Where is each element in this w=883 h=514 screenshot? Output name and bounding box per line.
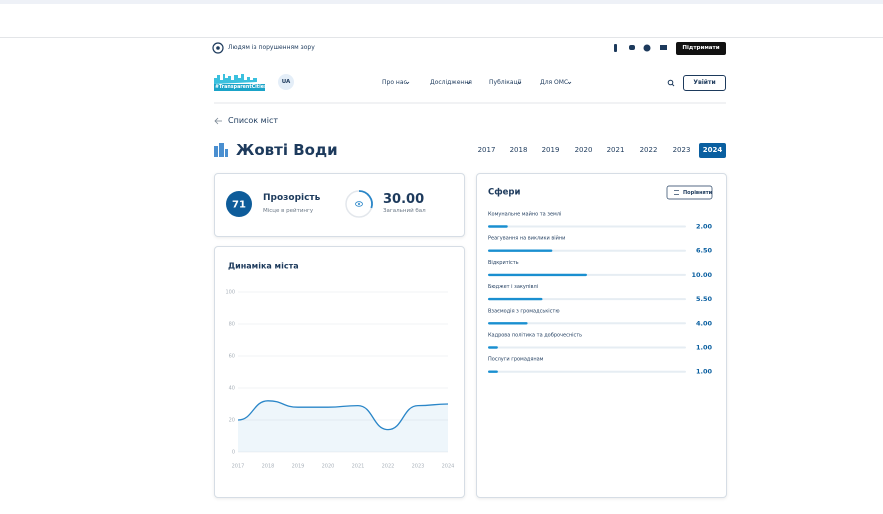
year-tab[interactable]: 2023 — [672, 146, 691, 154]
sphere-label: Кадрова політика та доброчесність — [488, 333, 582, 339]
menu-item[interactable]: Для ОМС — [540, 79, 569, 86]
logo-icon — [214, 74, 265, 91]
accessibility-link[interactable]: Людям із порушенням зору — [228, 44, 315, 51]
sphere-label: Комунальне майно та землі — [488, 211, 561, 218]
value-label: 2.00 — [696, 223, 713, 231]
line — [237, 400, 449, 431]
year-tab[interactable]: 2018 — [509, 146, 528, 154]
bar — [488, 297, 543, 301]
x-tick-label: 2022 — [382, 464, 395, 470]
bar-track — [488, 322, 686, 325]
bar-track — [488, 370, 686, 373]
search-icon[interactable] — [667, 79, 675, 87]
bar — [488, 322, 528, 325]
divider — [0, 37, 883, 38]
score-card — [214, 173, 465, 237]
value-label: 1.00 — [696, 368, 713, 376]
score-ring — [358, 190, 373, 209]
eye-icon — [355, 201, 363, 207]
bar — [488, 370, 498, 373]
menu-item[interactable]: Публікації — [489, 79, 521, 86]
y-tick-label: 80 — [229, 322, 235, 328]
y-tick-label: 60 — [229, 354, 235, 360]
rank-circle — [226, 191, 252, 217]
sphere-label: Взаємодія з громадськістю — [488, 308, 560, 314]
menu-item[interactable]: Про нас — [382, 79, 407, 86]
x-tick-label: 2017 — [232, 464, 245, 470]
bar-track — [488, 225, 686, 228]
score-value: 30.00 — [383, 192, 425, 207]
year-tab[interactable]: 2017 — [477, 146, 496, 154]
sphere-label: Послуги громадянам — [488, 357, 544, 363]
rank-caption: Місце в рейтингу — [263, 208, 314, 214]
eye-icon — [212, 42, 224, 54]
x-tick-label: 2021 — [352, 464, 365, 470]
year-tab[interactable]: 2019 — [541, 146, 560, 154]
back-link[interactable]: Список міст — [228, 116, 278, 125]
score-caption: Загальний бал — [383, 208, 426, 214]
area — [238, 400, 448, 452]
dynamics-card — [214, 246, 465, 498]
x-tick-label: 2023 — [412, 464, 425, 470]
year-tab[interactable]: 2022 — [639, 146, 658, 154]
value-label: 4.00 — [696, 319, 713, 327]
menu-chevrons — [405, 81, 572, 85]
language[interactable]: UA — [281, 79, 291, 85]
score-graphic: 71 — [226, 190, 373, 218]
chart-title: Динаміка міста — [228, 261, 299, 271]
bar-track — [488, 346, 686, 349]
sphere-label: Реагування на виклики війни — [488, 235, 565, 242]
menu-item[interactable]: Дослідження — [430, 79, 472, 86]
year-tab[interactable]: 2021 — [606, 146, 625, 154]
support-button[interactable]: Підтримати — [676, 42, 726, 55]
value-label: 1.00 — [696, 344, 713, 352]
login-button[interactable]: Увійти — [683, 75, 726, 91]
score-title: Прозорість — [263, 193, 321, 203]
compare-label[interactable]: Порівняти — [683, 190, 713, 196]
city-icon — [214, 143, 228, 157]
card-title: Сфери — [488, 188, 521, 198]
year-tab[interactable]: 2020 — [574, 146, 593, 154]
value-label: 10.00 — [691, 271, 712, 279]
x-tick-label: 2018 — [262, 464, 275, 470]
y-tick-label: 100 — [225, 290, 235, 296]
year-tab[interactable]: 2024 — [699, 143, 726, 158]
x-tick-label: 2020 — [322, 464, 335, 470]
logo[interactable]: #TransparentCities — [215, 85, 267, 90]
y-tick-label: 0 — [232, 450, 235, 456]
rank: 71 — [232, 200, 246, 211]
sphere-label: Бюджет і закупівлі — [488, 284, 538, 290]
back-arrow[interactable] — [214, 117, 222, 125]
value-label: 5.50 — [696, 295, 713, 303]
bar — [488, 273, 587, 277]
bar — [488, 249, 553, 252]
social-icons — [614, 44, 667, 52]
compare-icon — [674, 190, 679, 195]
sphere-label: Відкритість — [488, 260, 519, 266]
x-tick-label: 2024 — [442, 464, 455, 470]
x-tick-label: 2019 — [292, 464, 305, 470]
compare-button[interactable] — [666, 185, 713, 200]
value-label: 6.50 — [696, 247, 713, 255]
lang-badge — [278, 74, 294, 90]
bar — [488, 225, 508, 228]
city-title: Жовті Води — [236, 141, 338, 159]
bar — [488, 346, 498, 349]
y-tick-label: 20 — [229, 418, 235, 424]
y-tick-label: 40 — [229, 386, 235, 392]
top-strip — [0, 0, 883, 4]
